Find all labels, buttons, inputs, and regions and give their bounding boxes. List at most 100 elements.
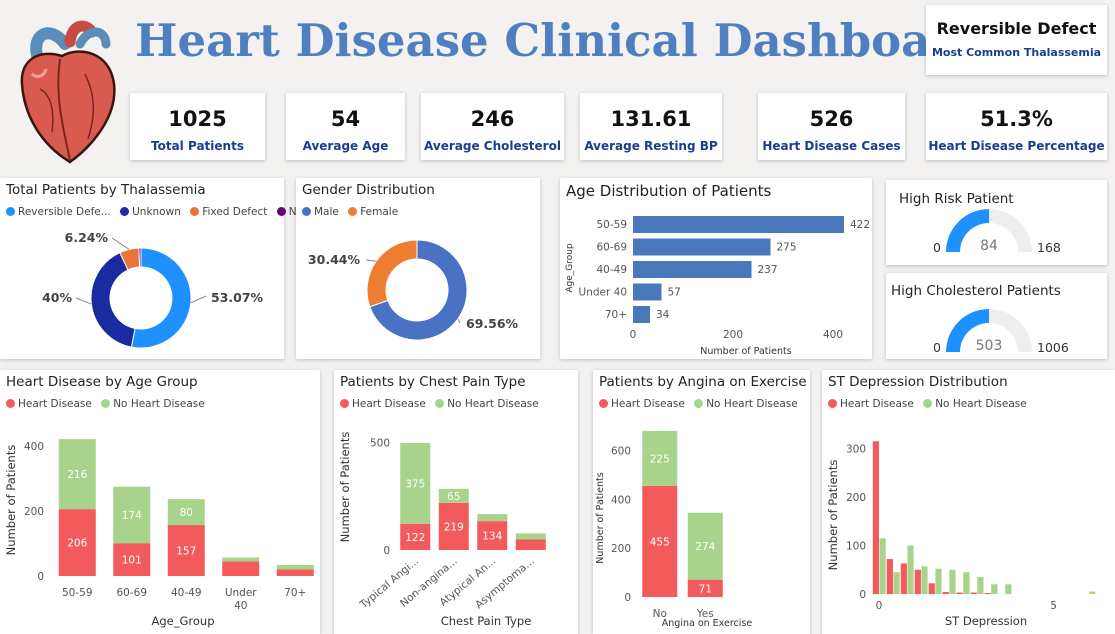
legend-item[interactable]: No Heart Disease	[101, 398, 205, 410]
x-tick-label: 40-49	[171, 587, 202, 599]
chart-legend: Heart Disease No Heart Disease	[599, 398, 804, 410]
y-tick-label: 100	[846, 541, 866, 553]
bar-value-label: 101	[122, 555, 142, 567]
bar-heart-disease	[58, 509, 96, 576]
legend-item[interactable]: Heart Disease	[340, 398, 426, 410]
legend-label: No Heart Disease	[706, 398, 798, 410]
x-tick-label: 200	[723, 329, 743, 341]
kpi-value: 246	[470, 107, 515, 131]
bar-heart-disease	[276, 569, 314, 576]
bar-value-label: 219	[444, 521, 464, 533]
chart-legend: Male Female	[302, 206, 404, 218]
heart-illustration	[20, 20, 116, 164]
bar-heart-disease	[438, 502, 469, 550]
kpi-label: Average Age	[302, 139, 389, 153]
bar-no-heart-disease	[438, 488, 469, 503]
bar-heart-disease	[928, 583, 935, 594]
bar-value-label: 65	[447, 491, 460, 503]
kpi-label: Average Cholesterol	[424, 139, 561, 153]
legend-item[interactable]: No Heart Disease	[694, 398, 798, 410]
bar-value-label: 206	[67, 538, 87, 550]
panel-title: Heart Disease by Age Group	[6, 374, 198, 390]
x-axis-title: Chest Pain Type	[441, 614, 532, 628]
bar-heart-disease	[956, 592, 963, 594]
leader-line	[75, 297, 92, 305]
legend-item[interactable]: Male	[302, 206, 339, 218]
x-tick-label: 60-69	[116, 587, 147, 599]
kpi-value: 131.61	[610, 107, 692, 131]
legend-item[interactable]: Unknown	[120, 206, 181, 218]
y-tick-label: 200	[611, 543, 631, 555]
gauge-min: 0	[933, 340, 941, 355]
chart-legend: Heart Disease No Heart Disease	[828, 398, 1033, 410]
high-cholesterol-gauge: 503 0 1006	[933, 309, 1069, 355]
kpi-value: 51.3%	[980, 107, 1053, 131]
legend-label: No Heart Disease	[447, 398, 539, 410]
bar-value-label: 80	[180, 507, 193, 519]
bar-value-label: 71	[699, 583, 712, 595]
kpi-average-cholesterol: 246 Average Cholesterol	[421, 93, 564, 160]
legend-label: Heart Disease	[611, 398, 685, 410]
legend-item[interactable]: Reversible Defe...	[6, 206, 111, 218]
legend-item[interactable]: Female	[348, 206, 398, 218]
gauge-max: 168	[1037, 240, 1061, 255]
value-label: 34	[656, 309, 670, 321]
x-axis-title: Angina on Exercise	[662, 618, 753, 629]
bar-no-heart-disease	[963, 572, 970, 594]
bar-no-heart-disease	[1089, 591, 1096, 594]
donut-slice	[366, 239, 418, 308]
legend-item[interactable]: No Heart Disease	[435, 398, 539, 410]
chart-legend: Heart Disease No Heart Disease	[6, 398, 211, 410]
bar	[633, 283, 662, 301]
x-tick-label: Under	[225, 587, 257, 599]
y-tick-label: 400	[24, 441, 44, 453]
bar-value-label: 455	[650, 536, 670, 548]
chart-legend: Heart Disease No Heart Disease	[340, 398, 545, 410]
category-label: 40-49	[596, 264, 627, 276]
donut-slice	[130, 247, 192, 349]
bar-heart-disease	[400, 523, 431, 550]
legend-item[interactable]: Fixed Defect	[190, 206, 267, 218]
slice-label: 30.44%	[308, 252, 361, 267]
y-tick-label: 0	[624, 592, 631, 604]
legend-item[interactable]: Heart Disease	[828, 398, 914, 410]
panel-title: Gender Distribution	[302, 182, 435, 198]
legend-label: Heart Disease	[352, 398, 426, 410]
bar-no-heart-disease	[921, 566, 928, 594]
legend-item[interactable]: No Heart Disease	[923, 398, 1027, 410]
legend-label: Unknown	[132, 206, 181, 218]
bar-no-heart-disease	[687, 512, 723, 580]
thalassemia-donut-chart: 53.07% 40% 6.24%	[42, 230, 264, 349]
bar	[633, 306, 650, 323]
donut-slice	[138, 247, 142, 268]
kpi-heart-disease-percentage: 51.3% Heart Disease Percentage	[926, 93, 1107, 160]
bar-no-heart-disease	[907, 545, 914, 594]
gender-panel: Gender Distribution Male Female 69.56% 30…	[296, 178, 540, 359]
bar-no-heart-disease	[58, 439, 96, 510]
legend-item[interactable]: Heart Disease	[6, 398, 92, 410]
kpi-average-resting-bp: 131.61 Average Resting BP	[580, 93, 722, 160]
bar	[633, 261, 752, 278]
value-label: 275	[777, 242, 797, 254]
kpi-value: 526	[809, 107, 854, 131]
bar-heart-disease	[914, 569, 921, 594]
y-tick-label: 200	[24, 506, 44, 518]
legend-label: No Heart Disease	[935, 398, 1027, 410]
y-tick-label: 400	[611, 494, 631, 506]
leader-line	[365, 259, 377, 262]
legend-item[interactable]: Heart Disease	[599, 398, 685, 410]
high-risk-gauge: 84 0 168	[933, 209, 1061, 255]
panel-title: ST Depression Distribution	[828, 374, 1008, 390]
kpi-label: Total Patients	[151, 139, 244, 153]
value-label: 422	[850, 219, 870, 231]
y-tick-label: 0	[383, 545, 390, 557]
value-label: 237	[758, 264, 778, 276]
bar-no-heart-disease	[977, 577, 984, 594]
panel-title: Age Distribution of Patients	[566, 182, 772, 200]
bar-heart-disease	[872, 441, 879, 594]
bar	[633, 238, 771, 256]
y-tick-label: 300	[846, 444, 866, 456]
heart-disease-by-age-chart: 0 200 400 206 216 50-59 101 174 60-69 157 80 40-49 U…	[4, 439, 314, 628]
bar-no-heart-disease	[167, 499, 205, 526]
